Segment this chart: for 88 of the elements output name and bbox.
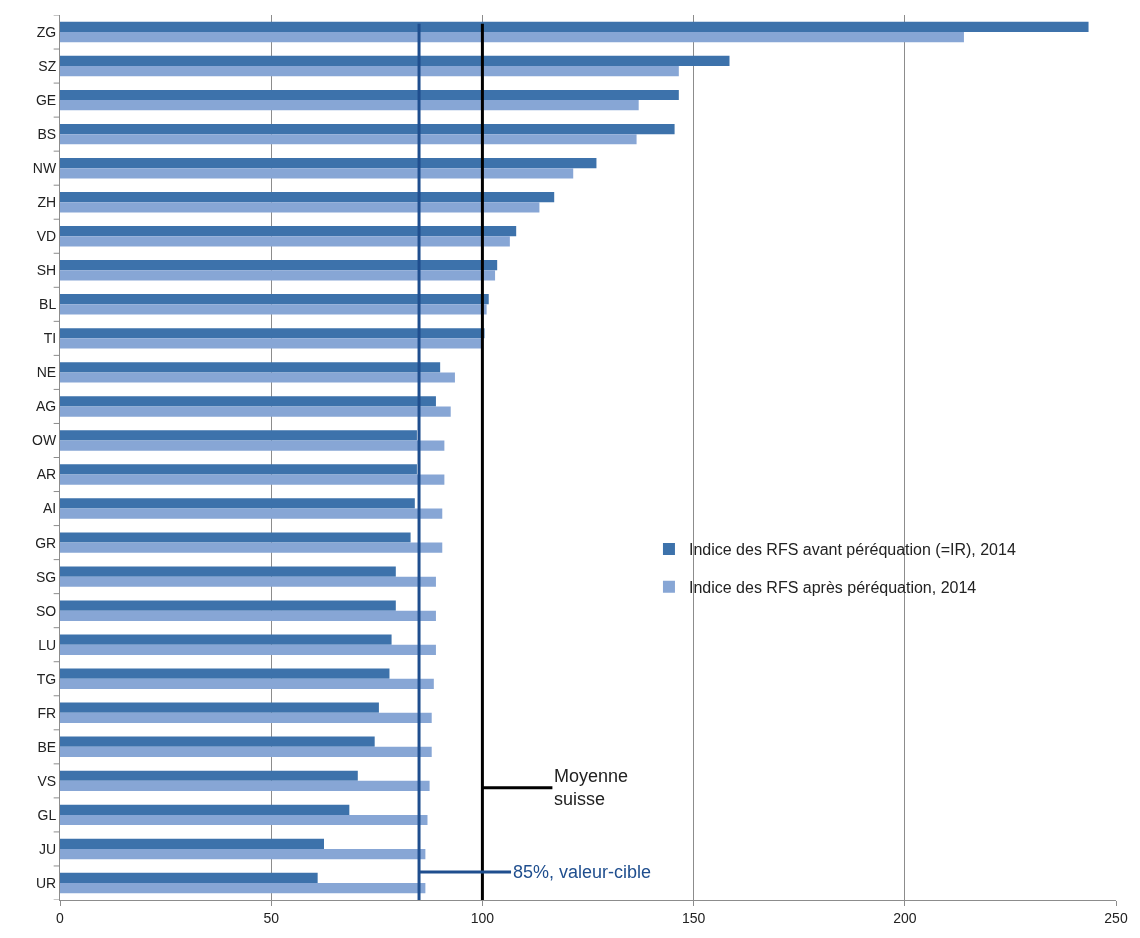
bar bbox=[60, 678, 434, 689]
bar bbox=[60, 736, 375, 747]
bar bbox=[60, 226, 517, 237]
y-tick-label: AG bbox=[35, 398, 57, 415]
bar bbox=[60, 372, 455, 383]
bar bbox=[60, 644, 436, 655]
y-tick-label: OW bbox=[32, 432, 57, 449]
bar bbox=[60, 804, 350, 815]
bar bbox=[60, 21, 1089, 33]
bar bbox=[60, 600, 396, 611]
y-tick-label: TI bbox=[43, 330, 57, 347]
bar bbox=[60, 508, 443, 519]
legend-label: Indice des RFS après péréquation, 2014 bbox=[688, 579, 977, 597]
bar bbox=[60, 304, 487, 315]
x-tick-label: 150 bbox=[681, 909, 706, 926]
y-tick-label: GR bbox=[35, 534, 57, 551]
ref-line-label: 85%, valeur-cible bbox=[513, 862, 652, 882]
bar bbox=[60, 123, 675, 135]
y-tick-label: NW bbox=[32, 160, 57, 177]
bar bbox=[60, 576, 436, 587]
ref-line-label: Moyenne suisse bbox=[554, 766, 629, 810]
y-tick-label: VS bbox=[37, 772, 57, 789]
bar bbox=[60, 89, 679, 101]
bar bbox=[60, 294, 489, 305]
y-tick-label: BL bbox=[39, 296, 57, 313]
x-tick-label: 100 bbox=[470, 909, 495, 926]
bar bbox=[60, 396, 436, 407]
y-tick-label: SZ bbox=[38, 57, 57, 74]
bar bbox=[60, 328, 485, 339]
bar bbox=[60, 100, 639, 111]
y-tick-label: TG bbox=[36, 670, 57, 687]
bar bbox=[60, 814, 428, 826]
y-tick-label: BS bbox=[37, 126, 57, 143]
bar bbox=[60, 464, 417, 475]
bar bbox=[60, 712, 432, 723]
bar bbox=[60, 406, 451, 417]
bar bbox=[60, 474, 445, 485]
legend-label: Indice des RFS avant péréquation (=IR), 2014 bbox=[688, 541, 1016, 559]
bar bbox=[60, 260, 498, 271]
bar bbox=[60, 498, 415, 509]
y-tick-label: SH bbox=[36, 262, 57, 279]
bar bbox=[60, 270, 496, 281]
y-tick-label: SO bbox=[35, 602, 57, 619]
bar bbox=[60, 702, 379, 713]
bar bbox=[60, 746, 432, 758]
bar bbox=[60, 134, 637, 145]
y-tick-label: NE bbox=[36, 364, 57, 381]
y-tick-label: FR bbox=[37, 704, 57, 721]
bar bbox=[60, 542, 443, 553]
y-tick-label: LU bbox=[38, 636, 57, 653]
bar bbox=[60, 872, 318, 883]
bar bbox=[60, 566, 396, 577]
bar bbox=[60, 202, 540, 213]
y-tick-label: AR bbox=[36, 466, 57, 483]
bar bbox=[60, 362, 441, 373]
y-tick-label: VD bbox=[36, 228, 57, 245]
x-tick-label: 200 bbox=[893, 909, 917, 926]
y-tick-label: ZH bbox=[37, 194, 57, 211]
bar bbox=[60, 32, 964, 43]
bar bbox=[60, 192, 555, 203]
bar bbox=[60, 882, 426, 894]
bar bbox=[60, 440, 445, 451]
y-tick-label: JU bbox=[39, 840, 57, 857]
bar bbox=[60, 668, 390, 679]
bar bbox=[60, 66, 679, 77]
y-tick-label: GE bbox=[35, 92, 57, 108]
bar bbox=[60, 780, 430, 792]
bar bbox=[60, 770, 358, 781]
y-tick-label: UR bbox=[35, 874, 57, 891]
bar bbox=[60, 55, 730, 67]
bar bbox=[60, 338, 483, 349]
y-tick-label: AI bbox=[42, 500, 57, 517]
y-tick-label: ZG bbox=[36, 23, 57, 40]
bar bbox=[60, 634, 392, 645]
x-tick-label: 50 bbox=[263, 909, 280, 926]
bar bbox=[60, 610, 436, 621]
bar bbox=[60, 236, 510, 247]
bar bbox=[60, 430, 417, 441]
bar bbox=[60, 848, 426, 860]
y-tick-label: GL bbox=[37, 806, 57, 823]
x-tick-label: 250 bbox=[1104, 909, 1128, 926]
bar bbox=[60, 168, 574, 179]
x-tick-label: 0 bbox=[56, 909, 65, 926]
bar bbox=[60, 532, 411, 543]
bar bbox=[60, 838, 324, 849]
y-tick-label: BE bbox=[37, 738, 57, 755]
bar bbox=[60, 157, 597, 169]
y-tick-label: SG bbox=[35, 568, 57, 585]
